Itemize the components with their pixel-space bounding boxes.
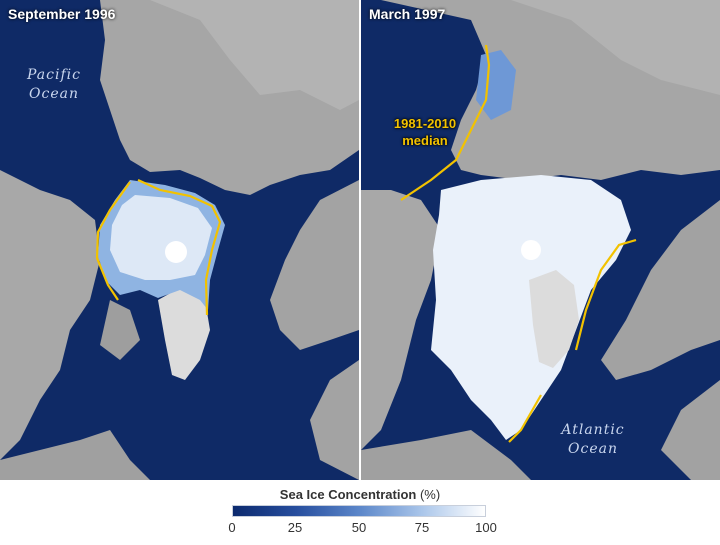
map-march-1997 xyxy=(361,0,720,480)
map-september-1996 xyxy=(0,0,359,480)
atlantic-ocean-label: Atlantic Ocean xyxy=(553,421,633,459)
legend-unit: (%) xyxy=(419,487,441,502)
map-panel-march-1997: March 1997 1981-2010 median Atlantic Oce… xyxy=(361,0,720,480)
panel-title-left: September 1996 xyxy=(8,6,116,22)
panel-title-right: March 1997 xyxy=(369,6,446,22)
legend-tick-50: 50 xyxy=(351,520,367,535)
ocean-label-line: Pacific xyxy=(27,67,81,83)
legend-tick-25: 25 xyxy=(287,520,303,535)
median-label-line: 1981-2010 xyxy=(393,116,457,131)
legend-tick-0: 0 xyxy=(228,520,236,535)
panel-divider xyxy=(359,0,361,480)
map-panel-september-1996: September 1996 Pacific Ocean xyxy=(0,0,359,480)
ocean-label-line: Ocean xyxy=(29,86,79,102)
pacific-ocean-label: Pacific Ocean xyxy=(22,66,86,104)
median-label: 1981-2010 median xyxy=(385,115,465,149)
ocean-label-line: Atlantic xyxy=(561,422,625,438)
legend-tick-100: 100 xyxy=(475,520,497,535)
legend-title: Sea Ice Concentration (%) xyxy=(0,487,720,502)
median-label-line: median xyxy=(402,133,448,148)
legend-title-text: Sea Ice Concentration xyxy=(279,487,417,502)
ocean-label-line: Ocean xyxy=(568,441,618,457)
legend-tick-75: 75 xyxy=(414,520,430,535)
legend-color-bar xyxy=(232,505,486,517)
legend: Sea Ice Concentration (%) 0 25 50 75 100 xyxy=(0,480,720,545)
